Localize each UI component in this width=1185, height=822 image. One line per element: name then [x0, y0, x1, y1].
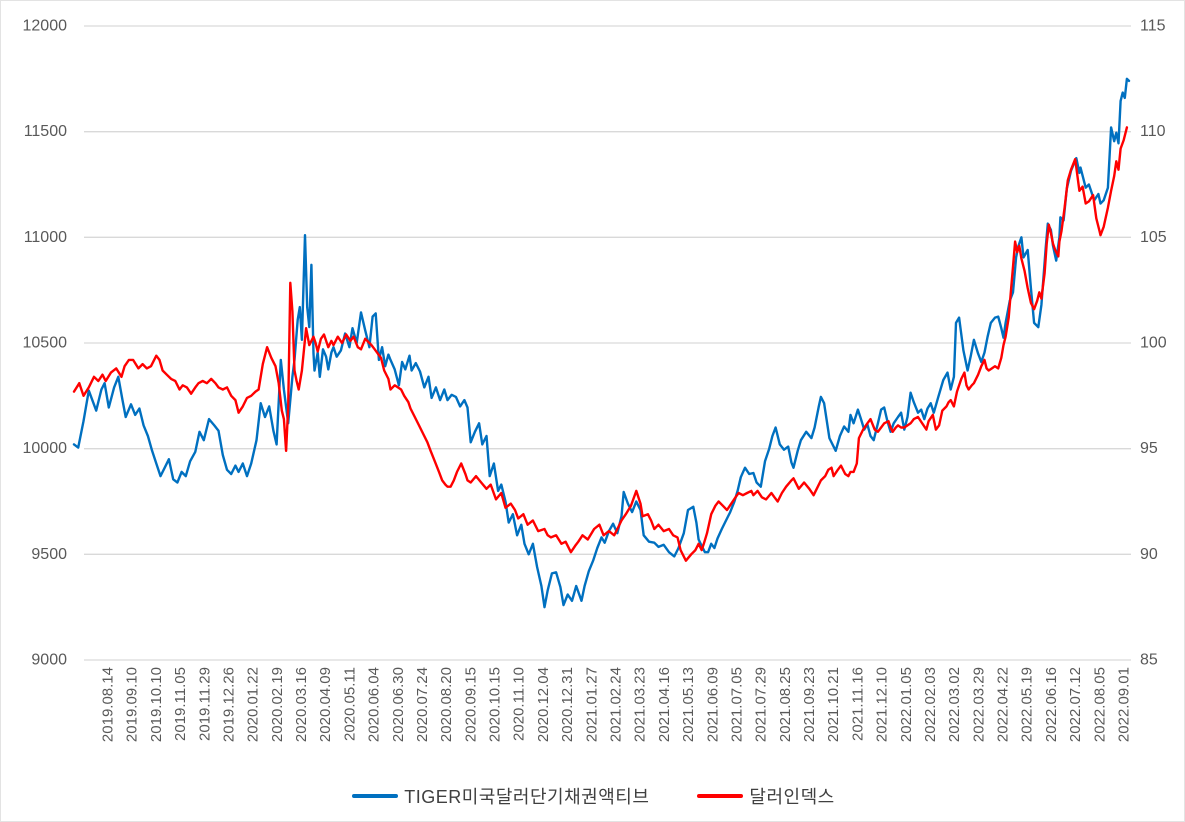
x-axis-date-label: 2021.07.29	[753, 667, 770, 742]
x-axis-date-label: 2021.10.21	[825, 667, 842, 742]
x-axis-date-label: 2022.09.01	[1116, 667, 1133, 742]
legend-line-swatch-blue	[352, 794, 399, 798]
legend-line-swatch-red	[697, 794, 744, 798]
right-axis-tick-label: 100	[1140, 335, 1167, 352]
x-axis-date-label: 2021.04.16	[656, 667, 673, 742]
series-line-tiger-etf	[72, 77, 1131, 609]
x-axis-date-label: 2022.08.05	[1091, 667, 1108, 742]
x-axis-date-label: 2022.06.16	[1043, 667, 1060, 742]
x-axis-date-label: 2020.12.04	[535, 667, 552, 742]
x-axis-date-label: 2020.06.30	[390, 667, 407, 742]
x-axis-date-label: 2020.01.22	[245, 667, 262, 742]
x-axis-date-label: 2019.10.10	[148, 667, 165, 742]
x-axis-date-label: 2021.11.16	[849, 667, 866, 741]
x-axis-date-label: 2020.02.19	[269, 667, 286, 742]
chart-legend: TIGER미국달러단기채권액티브 달러인덱스	[1, 783, 1184, 809]
right-axis-tick-label: 115	[1140, 18, 1166, 35]
x-axis-date-label: 2019.11.05	[172, 667, 189, 741]
x-axis-date-label: 2021.02.24	[608, 667, 625, 742]
x-axis-date-label: 2022.05.19	[1019, 667, 1036, 742]
x-axis-date-label: 2020.06.04	[366, 667, 383, 742]
x-axis-date-label: 2020.04.09	[317, 667, 334, 742]
series-line-dollar-index	[72, 126, 1129, 562]
left-axis-tick-label: 9500	[31, 546, 67, 563]
legend-label: TIGER미국달러단기채권액티브	[404, 787, 650, 807]
right-axis-tick-label: 95	[1140, 440, 1158, 457]
x-axis-date-label: 2022.07.12	[1067, 667, 1084, 742]
legend-label: 달러인덱스	[749, 787, 835, 807]
x-axis-date-label: 2021.12.10	[874, 667, 891, 742]
left-axis-tick-label: 10000	[23, 440, 68, 457]
x-axis-date-label: 2020.07.24	[414, 667, 431, 742]
left-axis-tick-label: 11000	[24, 229, 67, 246]
x-axis-date-label: 2021.03.23	[632, 667, 649, 742]
x-axis-date-label: 2021.06.09	[704, 667, 721, 742]
x-axis-date-label: 2020.09.15	[462, 667, 479, 742]
x-axis-date-label: 2020.11.10	[511, 667, 528, 741]
x-axis-date-label: 2019.11.29	[196, 667, 213, 741]
x-axis-date-label: 2022.04.22	[995, 667, 1012, 742]
right-axis-tick-label: 105	[1140, 229, 1167, 246]
right-axis-tick-label: 90	[1140, 546, 1158, 563]
left-axis-tick-label: 9000	[31, 652, 67, 669]
legend-item-tiger-etf: TIGER미국달러단기채권액티브	[352, 783, 649, 809]
left-axis-tick-label: 10500	[23, 335, 68, 352]
legend-item-dollar-index: 달러인덱스	[697, 783, 834, 809]
right-axis-tick-label: 110	[1140, 123, 1166, 140]
x-axis-date-label: 2021.08.25	[777, 667, 794, 742]
x-axis-date-label: 2019.12.26	[220, 667, 237, 742]
x-axis-date-label: 2020.03.16	[293, 667, 310, 742]
right-axis-tick-label: 85	[1140, 652, 1158, 669]
x-axis-date-label: 2022.02.03	[922, 667, 939, 742]
x-axis-date-label: 2020.08.20	[438, 667, 455, 742]
x-axis-date-label: 2021.07.05	[728, 667, 745, 742]
x-axis-date-label: 2021.05.13	[680, 667, 697, 742]
x-axis-date-label: 2022.03.02	[946, 667, 963, 742]
left-axis-tick-label: 11500	[24, 123, 67, 140]
x-axis-date-label: 2020.10.15	[487, 667, 504, 742]
x-axis-date-label: 2021.01.27	[583, 667, 600, 742]
x-axis-date-label: 2020.12.31	[559, 667, 576, 742]
x-axis-date-label: 2021.09.23	[801, 667, 818, 742]
x-axis-date-label: 2019.09.10	[124, 667, 141, 742]
left-axis-tick-label: 12000	[23, 18, 68, 35]
x-axis-date-label: 2022.01.05	[898, 667, 915, 742]
x-axis-date-label: 2022.03.29	[970, 667, 987, 742]
x-axis-date-label: 2020.05.11	[341, 667, 358, 741]
x-axis-date-label: 2019.08.14	[100, 667, 117, 742]
